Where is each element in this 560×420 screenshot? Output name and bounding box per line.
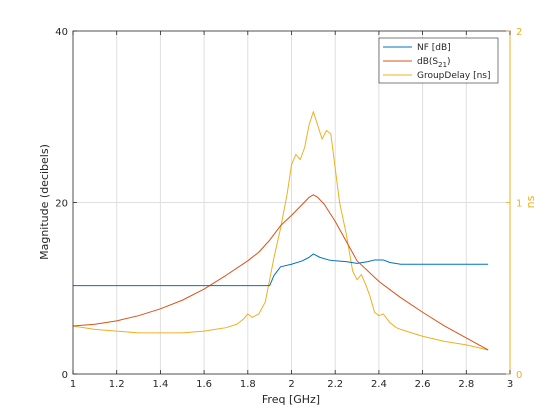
- series-line-s21: [72, 194, 489, 351]
- y-tick-label-left: 0: [62, 370, 68, 381]
- x-tick-label: 2.8: [458, 379, 474, 390]
- x-tick-label: 2.4: [371, 379, 387, 390]
- series-layer: [72, 111, 489, 351]
- grid: [73, 31, 510, 374]
- y-axis-label-left: Magnitude (decibels): [38, 144, 51, 260]
- series-line-group-delay: [72, 111, 489, 351]
- x-tick-label: 2: [288, 379, 294, 390]
- x-tick-label: 1: [70, 379, 76, 390]
- legend-label-nf: NF [dB]: [417, 43, 451, 53]
- x-tick-label: 3: [507, 379, 513, 390]
- y-tick-label-left: 40: [55, 27, 68, 38]
- y-tick-label-right: 0: [516, 370, 522, 381]
- x-tick-label: 1.8: [240, 379, 256, 390]
- x-tick-label: 2.6: [415, 379, 431, 390]
- x-axis-label: Freq [GHz]: [262, 393, 320, 406]
- x-tick-label: 1.2: [109, 379, 125, 390]
- y-tick-label-right: 1: [516, 199, 522, 210]
- legend: NF [dB] dB(S21) GroupDelay [ns]: [378, 37, 499, 84]
- x-tick-label: 1.4: [152, 379, 168, 390]
- y-tick-label-right: 2: [516, 27, 522, 38]
- x-tick-label: 1.6: [196, 379, 212, 390]
- x-tick-label: 2.2: [327, 379, 343, 390]
- y-axis-label-right: ns: [524, 195, 537, 208]
- y-tick-label-left: 20: [55, 199, 68, 210]
- series-line-nf: [73, 253, 489, 287]
- legend-label-gd: GroupDelay [ns]: [417, 71, 491, 81]
